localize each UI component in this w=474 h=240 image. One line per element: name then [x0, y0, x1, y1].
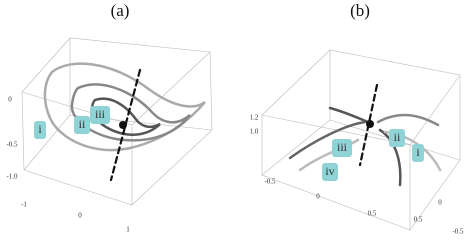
tick-label: 1: [126, 226, 130, 234]
tick-label: 0: [78, 212, 82, 220]
tag-box: [34, 121, 46, 139]
tick-label: 0: [438, 199, 442, 207]
tick-label: 1.2: [250, 114, 259, 122]
tick-label: -1: [21, 201, 27, 209]
panel-label: (a): [111, 1, 130, 20]
tag-label: ii: [394, 130, 401, 144]
panel-label: (b): [350, 1, 370, 20]
tick-label: 0: [316, 193, 320, 201]
tick-label: 1.0: [250, 128, 259, 136]
tick-label: 0.5: [368, 210, 377, 218]
tag-label: iv: [325, 164, 334, 178]
tag-box: [90, 106, 110, 124]
tag-label: iii: [337, 140, 348, 154]
panel-a-curves: [43, 62, 206, 182]
tick-label: 0.5: [414, 216, 423, 224]
tick-label: -1.0: [6, 173, 18, 181]
tick-label: 0: [8, 96, 12, 104]
tag-box: [389, 129, 405, 147]
tag-box: [332, 139, 352, 157]
tick-label: -0.5: [6, 141, 18, 149]
panel-b-box: [261, 49, 461, 231]
tag-box: [412, 144, 424, 162]
tick-label: -0.5: [452, 228, 464, 236]
tag-box: [74, 116, 90, 134]
tag-box: [322, 163, 338, 181]
tag-label: ii: [79, 117, 86, 131]
tag-label: iii: [95, 107, 106, 121]
tag-label: i: [416, 145, 420, 159]
tag-label: i: [38, 122, 42, 136]
tick-label: -0.5: [264, 178, 276, 186]
